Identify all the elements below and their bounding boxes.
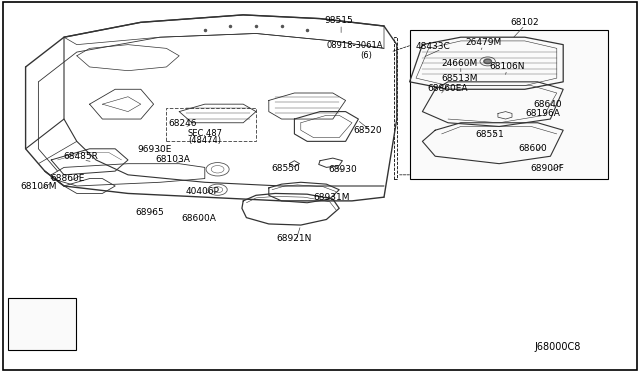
Circle shape <box>484 59 492 64</box>
Text: 68930: 68930 <box>328 165 356 174</box>
Text: 68965: 68965 <box>136 208 164 217</box>
Text: 68485R: 68485R <box>63 153 98 161</box>
Text: 48433C: 48433C <box>415 42 450 51</box>
Text: 26479M: 26479M <box>465 38 501 47</box>
Text: 68921N: 68921N <box>276 234 312 243</box>
Text: 68600A: 68600A <box>181 214 216 223</box>
Bar <box>394 37 397 179</box>
Text: 68196A: 68196A <box>525 109 560 118</box>
Bar <box>8 298 76 350</box>
Text: 40406P: 40406P <box>186 187 219 196</box>
Text: 68485R: 68485R <box>18 324 52 333</box>
Text: 68551: 68551 <box>476 130 504 139</box>
Text: 68550: 68550 <box>271 164 300 173</box>
Text: 68102: 68102 <box>511 18 539 27</box>
Text: 68931M: 68931M <box>313 193 350 202</box>
Bar <box>166 108 256 141</box>
Text: 68106M: 68106M <box>20 182 57 191</box>
Text: SEC.487: SEC.487 <box>188 129 222 138</box>
Text: 68106N: 68106N <box>489 62 525 71</box>
Text: 68103A: 68103A <box>156 155 190 164</box>
Text: 68860E: 68860E <box>50 174 84 183</box>
Text: (48474): (48474) <box>188 136 221 145</box>
Text: J68000C8: J68000C8 <box>535 342 581 352</box>
Text: 68900F: 68900F <box>531 164 564 173</box>
Text: 68640: 68640 <box>533 100 561 109</box>
Text: 68860EA: 68860EA <box>428 84 468 93</box>
Text: 96930E: 96930E <box>138 145 172 154</box>
Text: 68513M: 68513M <box>441 74 478 83</box>
Text: 08918-3061A: 08918-3061A <box>327 41 383 50</box>
Text: 68520: 68520 <box>354 126 382 135</box>
Text: 24660M: 24660M <box>442 59 477 68</box>
Text: 68246: 68246 <box>169 119 197 128</box>
Text: (6): (6) <box>360 51 372 60</box>
Text: 98515: 98515 <box>325 16 353 25</box>
Bar <box>410 30 608 179</box>
Text: 68600: 68600 <box>518 144 547 153</box>
